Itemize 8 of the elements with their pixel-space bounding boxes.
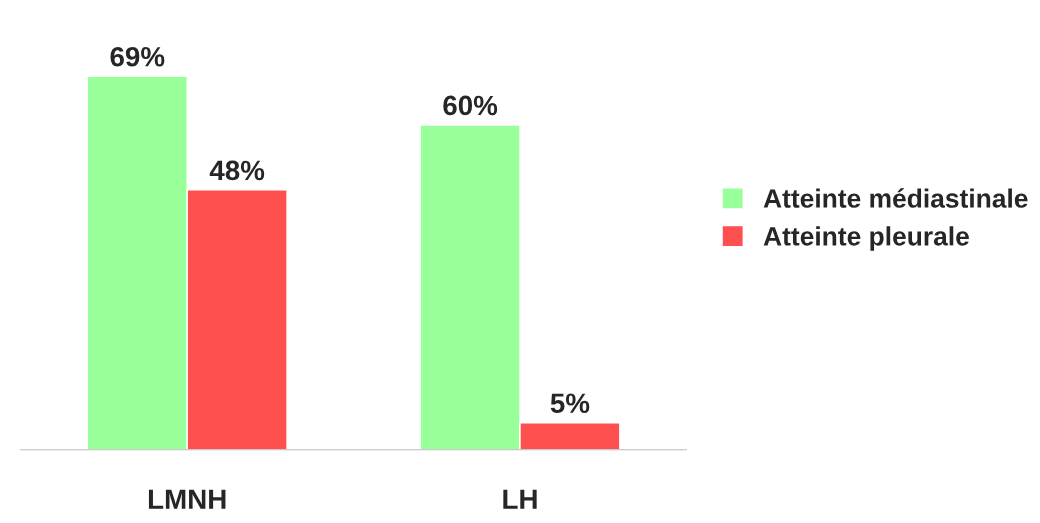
- legend-label: Atteinte pleurale: [763, 226, 969, 251]
- legend-label: Atteinte médiastinale: [763, 188, 1028, 208]
- data-label: 60%: [443, 95, 498, 116]
- data-label: 5%: [550, 393, 590, 414]
- data-label: 48%: [209, 160, 265, 181]
- x-tick-label: LMNH: [148, 489, 226, 509]
- x-tick-label: LH: [503, 489, 537, 509]
- data-label: 69%: [110, 46, 165, 67]
